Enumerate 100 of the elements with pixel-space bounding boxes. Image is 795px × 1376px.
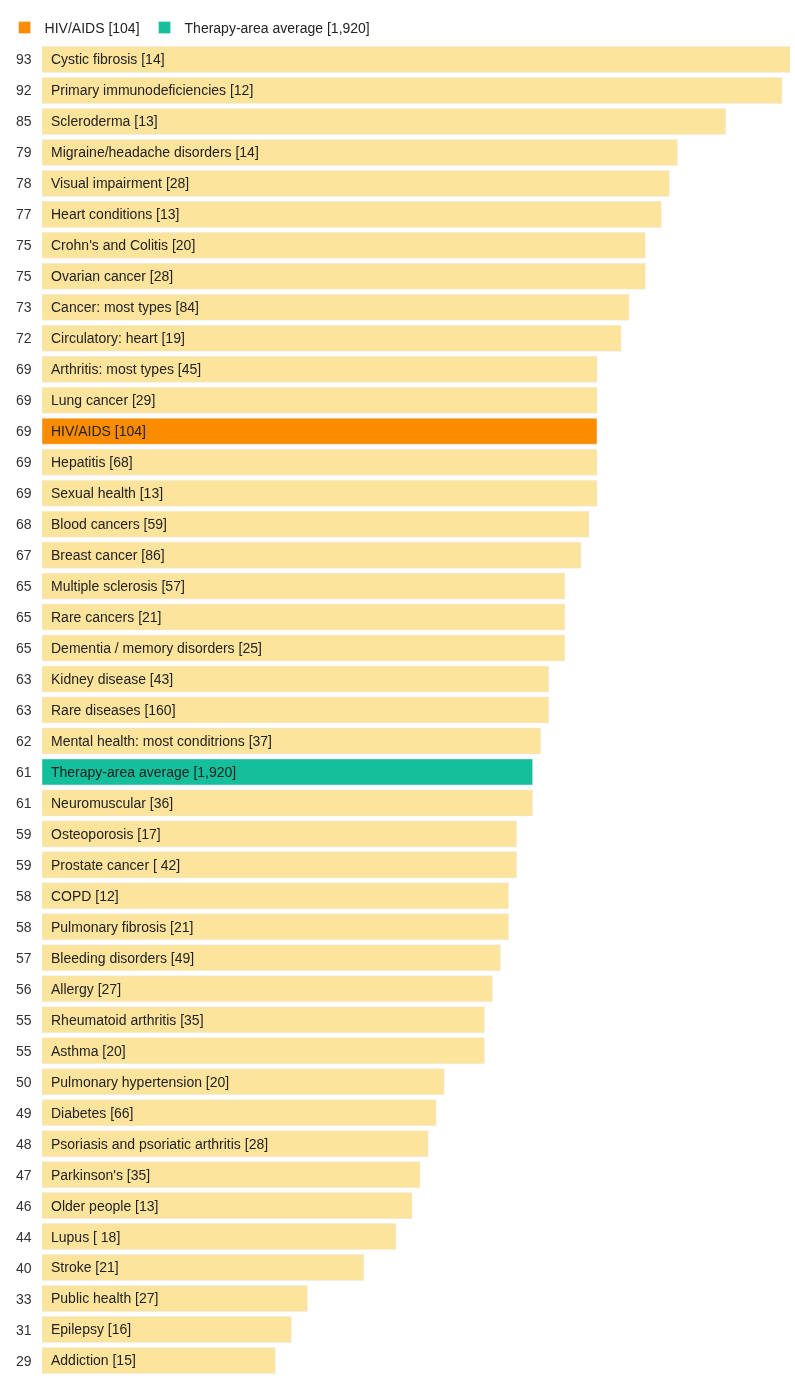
y-tick-label: Lupus [ 18] <box>51 1228 121 1245</box>
bar <box>42 46 790 73</box>
data-label: 73 <box>16 299 32 315</box>
data-label: 69 <box>16 485 32 501</box>
y-tick-label: Crohn's and Colitis [20] <box>51 237 196 254</box>
data-label: 31 <box>16 1322 32 1338</box>
y-tick-label: Therapy-area average [1,920] <box>51 763 237 780</box>
bar <box>42 789 533 817</box>
y-tick-label: Mental health: most conditrions [37] <box>51 732 273 749</box>
y-tick-label: Multiple sclerosis [57] <box>51 577 185 594</box>
bar <box>42 201 662 228</box>
data-label: 72 <box>16 330 32 346</box>
bar <box>42 758 533 786</box>
y-tick-label: Blood cancers [59] <box>51 516 167 533</box>
data-label: 58 <box>16 919 32 935</box>
data-label: 61 <box>16 764 32 780</box>
bar <box>42 1316 292 1343</box>
data-label: 29 <box>16 1353 32 1369</box>
data-label: 50 <box>16 1074 32 1090</box>
bar <box>42 1254 364 1281</box>
bar <box>42 975 493 1003</box>
data-label: 78 <box>16 175 32 191</box>
y-tick-label: Visual impairment [28] <box>51 175 190 192</box>
y-tick-label: Bleeding disorders [49] <box>51 949 195 966</box>
data-label: 69 <box>16 454 32 470</box>
bar <box>42 386 598 414</box>
bar <box>42 356 598 383</box>
data-label: 56 <box>16 981 32 997</box>
y-tick-label: Pulmonary hypertension [20] <box>51 1073 230 1090</box>
bar <box>42 479 598 507</box>
data-label: 33 <box>16 1291 32 1307</box>
data-label: 63 <box>16 671 32 687</box>
data-label: 57 <box>16 950 32 966</box>
data-label: 75 <box>16 268 32 284</box>
bar <box>42 263 646 290</box>
y-tick-label: Psoriasis and psoriatic arthritis [28] <box>51 1135 269 1152</box>
bar <box>42 417 598 445</box>
data-label: 40 <box>16 1260 32 1276</box>
y-tick-label: Ovarian cancer [28] <box>51 268 174 285</box>
bar <box>42 541 582 569</box>
y-tick-label: COPD [12] <box>51 887 119 904</box>
data-label: 69 <box>16 392 32 408</box>
y-tick-label: Circulatory: heart [19] <box>51 330 185 347</box>
y-tick-label: Cancer: most types [84] <box>51 299 199 316</box>
data-label: 65 <box>16 578 32 594</box>
y-tick-label: Parkinson's [35] <box>51 1166 151 1183</box>
y-tick-label: Pulmonary fibrosis [21] <box>51 918 194 935</box>
y-tick-label: Primary immunodeficiencies [12] <box>51 82 254 99</box>
legend-label: Therapy-area average [1,920] <box>184 20 370 37</box>
data-label: 77 <box>16 206 32 222</box>
y-tick-label: HIV/AIDS [104] <box>51 423 146 440</box>
bar <box>42 1285 308 1312</box>
bar <box>42 1006 485 1034</box>
y-tick-label: Kidney disease [43] <box>51 670 174 687</box>
y-tick-label: Neuromuscular [36] <box>51 794 174 811</box>
bar <box>42 1223 397 1250</box>
bar <box>42 665 549 693</box>
data-label: 92 <box>16 82 32 98</box>
bar <box>42 232 646 259</box>
bar <box>42 1161 421 1188</box>
bar <box>42 1347 276 1374</box>
data-label: 49 <box>16 1105 32 1121</box>
y-tick-label: Allergy [27] <box>51 980 122 997</box>
bar <box>42 727 541 755</box>
data-label: 62 <box>16 733 32 749</box>
y-tick-label: Rheumatoid arthritis [35] <box>51 1011 204 1028</box>
y-tick-label: Heart conditions [13] <box>51 206 180 223</box>
bar <box>42 108 726 135</box>
bar <box>42 634 566 662</box>
y-tick-label: Stroke [21] <box>51 1259 119 1276</box>
y-tick-label: Arthritis: most types [45] <box>51 361 202 378</box>
y-tick-label: Rare diseases [160] <box>51 701 176 718</box>
bar <box>42 510 590 538</box>
data-label: 67 <box>16 547 32 563</box>
y-tick-label: Cystic fibrosis [14] <box>51 51 165 68</box>
bar <box>42 448 598 476</box>
bar <box>42 820 517 848</box>
bar <box>42 170 670 197</box>
data-label: 48 <box>16 1136 32 1152</box>
y-tick-label: Sexual health [13] <box>51 485 164 502</box>
data-label: 55 <box>16 1043 32 1059</box>
data-label: 47 <box>16 1167 32 1183</box>
data-label: 55 <box>16 1012 32 1028</box>
data-label: 46 <box>16 1198 32 1214</box>
y-tick-label: Breast cancer [86] <box>51 547 165 564</box>
bar <box>42 1130 429 1157</box>
data-label: 75 <box>16 237 32 253</box>
bar <box>42 696 549 724</box>
y-tick-label: Osteoporosis [17] <box>51 825 161 842</box>
y-tick-label: Lung cancer [29] <box>51 392 156 409</box>
y-tick-label: Addiction [15] <box>51 1352 136 1369</box>
bar <box>42 325 622 352</box>
data-label: 79 <box>16 144 32 160</box>
data-label: 61 <box>16 795 32 811</box>
bar <box>42 1192 413 1219</box>
data-label: 85 <box>16 113 32 129</box>
data-label: 58 <box>16 888 32 904</box>
y-tick-label: Older people [13] <box>51 1197 159 1214</box>
data-label: 44 <box>16 1229 32 1245</box>
bar <box>42 1099 437 1126</box>
